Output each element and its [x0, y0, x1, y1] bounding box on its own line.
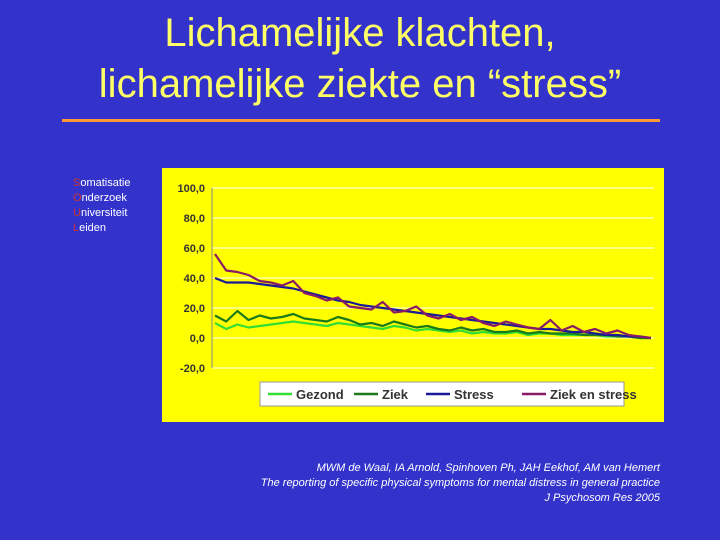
- line-chart: 100,0 80,0 60,0 40,0 20,0 0,0 -20,0 Gezond Ziek S…: [162, 168, 664, 422]
- citation-journal: J Psychosom Res 2005: [544, 492, 660, 504]
- legend-label: Ziek en stress: [550, 387, 637, 402]
- chart-canvas: 100,0 80,0 60,0 40,0 20,0 0,0 -20,0 Gezond Ziek S…: [177, 183, 654, 407]
- series-line-ziek: [214, 309, 651, 340]
- suol-line: Universiteit: [73, 206, 130, 221]
- y-tick-label: 60,0: [184, 243, 205, 255]
- suol-acronym: Somatisatie Onderzoek Universiteit Leide…: [73, 176, 130, 236]
- suol-initial: S: [73, 177, 81, 189]
- y-tick-label: 0,0: [190, 333, 205, 345]
- title-line-2: lichamelijke ziekte en “stress”: [98, 62, 622, 106]
- slide-title: Lichamelijke klachten, lichamelijke ziek…: [0, 8, 720, 110]
- y-tick-label: 40,0: [184, 273, 205, 285]
- citation-title: The reporting of specific physical sympt…: [260, 477, 660, 489]
- suol-rest: omatisatie: [80, 177, 131, 189]
- y-tick-label: 100,0: [177, 183, 205, 195]
- title-line-1: Lichamelijke klachten,: [164, 11, 556, 55]
- suol-initial: L: [73, 222, 80, 234]
- suol-line: Onderzoek: [73, 191, 130, 206]
- legend-label: Stress: [454, 387, 494, 402]
- title-divider: [62, 119, 660, 122]
- series-line-stress: [214, 276, 652, 340]
- suol-initial: U: [73, 207, 81, 219]
- suol-rest: niversiteit: [80, 207, 128, 219]
- suol-initial: O: [73, 192, 82, 204]
- y-tick-label: 20,0: [184, 303, 205, 315]
- suol-rest: nderzoek: [81, 192, 127, 204]
- citation-authors: MWM de Waal, IA Arnold, Spinhoven Ph, JA…: [316, 462, 660, 474]
- citation: MWM de Waal, IA Arnold, Spinhoven Ph, JA…: [100, 461, 660, 506]
- suol-line: Leiden: [73, 221, 130, 236]
- series-line-ziek-en-stress: [214, 253, 652, 340]
- legend-label: Gezond: [296, 387, 344, 402]
- legend-label: Ziek: [382, 387, 409, 402]
- suol-line: Somatisatie: [73, 176, 130, 191]
- y-tick-label: 80,0: [184, 213, 205, 225]
- y-tick-label: -20,0: [180, 363, 205, 375]
- suol-rest: eiden: [79, 222, 107, 234]
